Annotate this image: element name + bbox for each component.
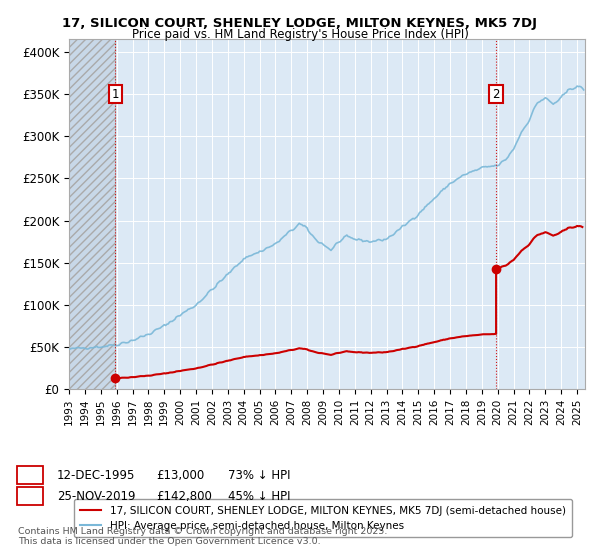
HPI: Average price, semi-detached house, Milton Keynes: (2e+03, 5.71e+04): Average price, semi-detached house, Milt… — [126, 338, 133, 344]
Text: £13,000: £13,000 — [156, 469, 204, 482]
HPI: Average price, semi-detached house, Milton Keynes: (2.03e+03, 3.55e+05): Average price, semi-detached house, Milt… — [580, 87, 587, 94]
Text: 2: 2 — [493, 87, 500, 100]
17, SILICON COURT, SHENLEY LODGE, MILTON KEYNES, MK5 7DJ (semi-detached house) — [529, 237, 536, 244]
HPI: Average price, semi-detached house, Milton Keynes: (2.02e+03, 2.65e+05): Average price, semi-detached house, Milt… — [489, 162, 496, 169]
17, SILICON COURT, SHENLEY LODGE, MILTON KEYNES, MK5 7DJ (semi-detached house) — [149, 372, 156, 379]
17, SILICON COURT, SHENLEY LODGE, MILTON KEYNES, MK5 7DJ (semi-detached house) — [371, 349, 378, 356]
17, SILICON COURT, SHENLEY LODGE, MILTON KEYNES, MK5 7DJ (semi-detached house) — [221, 358, 229, 365]
Text: 17, SILICON COURT, SHENLEY LODGE, MILTON KEYNES, MK5 7DJ: 17, SILICON COURT, SHENLEY LODGE, MILTON… — [62, 17, 538, 30]
Line: 17, SILICON COURT, SHENLEY LODGE, MILTON KEYNES, MK5 7DJ (semi-detached house): 17, SILICON COURT, SHENLEY LODGE, MILTON… — [116, 226, 583, 379]
Text: Contains HM Land Registry data © Crown copyright and database right 2025.
This d: Contains HM Land Registry data © Crown c… — [18, 526, 388, 546]
HPI: Average price, semi-detached house, Milton Keynes: (2.02e+03, 2.26e+05): Average price, semi-detached house, Milt… — [431, 195, 438, 202]
HPI: Average price, semi-detached house, Milton Keynes: (2.01e+03, 2.02e+05): Average price, semi-detached house, Milt… — [411, 216, 418, 222]
Legend: 17, SILICON COURT, SHENLEY LODGE, MILTON KEYNES, MK5 7DJ (semi-detached house), : 17, SILICON COURT, SHENLEY LODGE, MILTON… — [74, 500, 572, 537]
Text: 45% ↓ HPI: 45% ↓ HPI — [228, 489, 290, 503]
Text: 73% ↓ HPI: 73% ↓ HPI — [228, 469, 290, 482]
Text: 12-DEC-1995: 12-DEC-1995 — [57, 469, 136, 482]
Text: 2: 2 — [26, 489, 34, 503]
Text: 1: 1 — [112, 87, 119, 100]
Text: Price paid vs. HM Land Registry's House Price Index (HPI): Price paid vs. HM Land Registry's House … — [131, 28, 469, 41]
HPI: Average price, semi-detached house, Milton Keynes: (2.02e+03, 2.55e+05): Average price, semi-detached house, Milt… — [463, 171, 470, 178]
Line: HPI: Average price, semi-detached house, Milton Keynes: HPI: Average price, semi-detached house,… — [69, 86, 584, 349]
HPI: Average price, semi-detached house, Milton Keynes: (1.99e+03, 4.74e+04): Average price, semi-detached house, Milt… — [65, 346, 73, 353]
HPI: Average price, semi-detached house, Milton Keynes: (2.02e+03, 2.46e+05): Average price, semi-detached house, Milt… — [451, 178, 458, 185]
17, SILICON COURT, SHENLEY LODGE, MILTON KEYNES, MK5 7DJ (semi-detached house) — [342, 348, 349, 354]
17, SILICON COURT, SHENLEY LODGE, MILTON KEYNES, MK5 7DJ (semi-detached house) — [579, 223, 586, 230]
17, SILICON COURT, SHENLEY LODGE, MILTON KEYNES, MK5 7DJ (semi-detached house) — [188, 366, 196, 372]
17, SILICON COURT, SHENLEY LODGE, MILTON KEYNES, MK5 7DJ (semi-detached house) — [574, 222, 581, 229]
HPI: Average price, semi-detached house, Milton Keynes: (2.02e+03, 3.59e+05): Average price, semi-detached house, Milt… — [574, 83, 581, 90]
Text: 25-NOV-2019: 25-NOV-2019 — [57, 489, 136, 503]
Text: £142,800: £142,800 — [156, 489, 212, 503]
17, SILICON COURT, SHENLEY LODGE, MILTON KEYNES, MK5 7DJ (semi-detached house) — [113, 375, 120, 382]
Text: 1: 1 — [26, 469, 34, 482]
